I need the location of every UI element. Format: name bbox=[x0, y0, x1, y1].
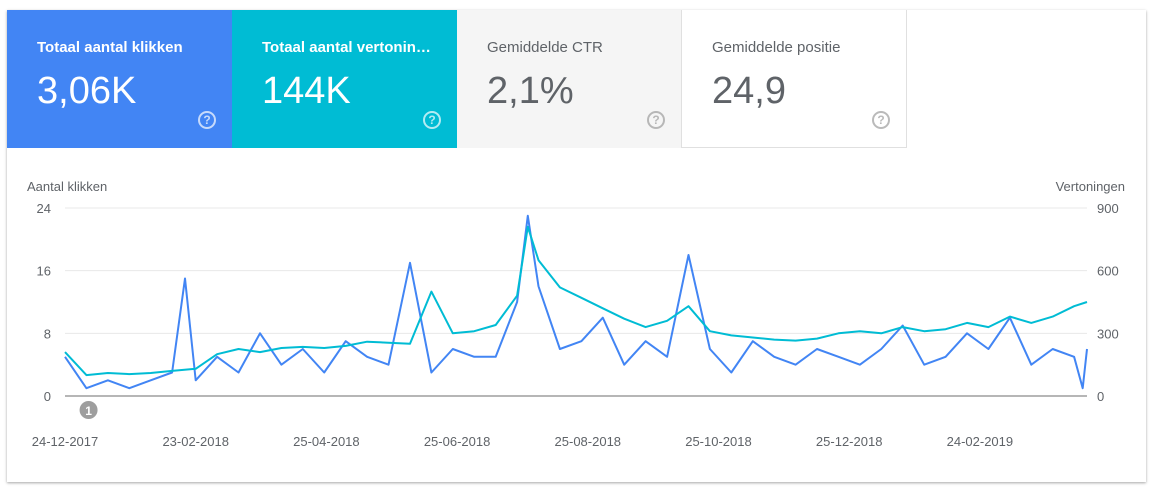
x-tick-label: 25-04-2018 bbox=[293, 434, 360, 449]
y-tick-left: 0 bbox=[44, 389, 51, 404]
metric-value: 144K bbox=[262, 70, 351, 112]
x-tick-label: 24-02-2019 bbox=[947, 434, 1014, 449]
y-axis-left-title: Aantal klikken bbox=[27, 179, 107, 194]
help-icon[interactable]: ? bbox=[872, 111, 890, 129]
annotation-marker[interactable] bbox=[79, 401, 98, 419]
series-line-impressions bbox=[64, 225, 1088, 377]
annotation-label: 1 bbox=[85, 404, 92, 418]
y-tick-left: 24 bbox=[37, 201, 51, 216]
y-tick-right: 900 bbox=[1097, 201, 1119, 216]
metric-total-clicks[interactable]: Totaal aantal klikken 3,06K ? bbox=[7, 10, 232, 148]
x-tick-label: 24-12-2017 bbox=[32, 434, 99, 449]
x-tick-label: 25-06-2018 bbox=[424, 434, 491, 449]
y-tick-right: 600 bbox=[1097, 264, 1119, 279]
metric-tiles: Totaal aantal klikken 3,06K ? Totaal aan… bbox=[7, 10, 907, 148]
performance-card: Totaal aantal klikken 3,06K ? Totaal aan… bbox=[7, 10, 1146, 482]
help-icon[interactable]: ? bbox=[423, 111, 441, 129]
y-tick-right: 300 bbox=[1097, 326, 1119, 341]
y-tick-left: 8 bbox=[44, 326, 51, 341]
metric-average-position[interactable]: Gemiddelde positie 24,9 ? bbox=[682, 10, 907, 148]
metric-value: 24,9 bbox=[712, 70, 786, 112]
y-tick-left: 16 bbox=[37, 264, 51, 279]
y-tick-right: 0 bbox=[1097, 389, 1104, 404]
x-tick-label: 25-08-2018 bbox=[555, 434, 622, 449]
metric-average-ctr[interactable]: Gemiddelde CTR 2,1% ? bbox=[457, 10, 682, 148]
x-tick-label: 25-10-2018 bbox=[685, 434, 752, 449]
metric-value: 3,06K bbox=[37, 70, 137, 112]
help-icon[interactable]: ? bbox=[647, 111, 665, 129]
performance-chart[interactable]: Aantal klikken Vertoningen 0 0 8 300 16 600 24 90… bbox=[7, 10, 1146, 482]
x-tick-label: 23-02-2018 bbox=[162, 434, 229, 449]
metric-total-impressions[interactable]: Totaal aantal vertoningen 144K ? bbox=[232, 10, 457, 148]
x-tick-label: 25-12-2018 bbox=[816, 434, 883, 449]
y-axis-right-title: Vertoningen bbox=[1056, 179, 1125, 194]
series-line-clicks bbox=[64, 214, 1088, 390]
help-icon[interactable]: ? bbox=[198, 111, 216, 129]
metric-value: 2,1% bbox=[487, 70, 574, 112]
